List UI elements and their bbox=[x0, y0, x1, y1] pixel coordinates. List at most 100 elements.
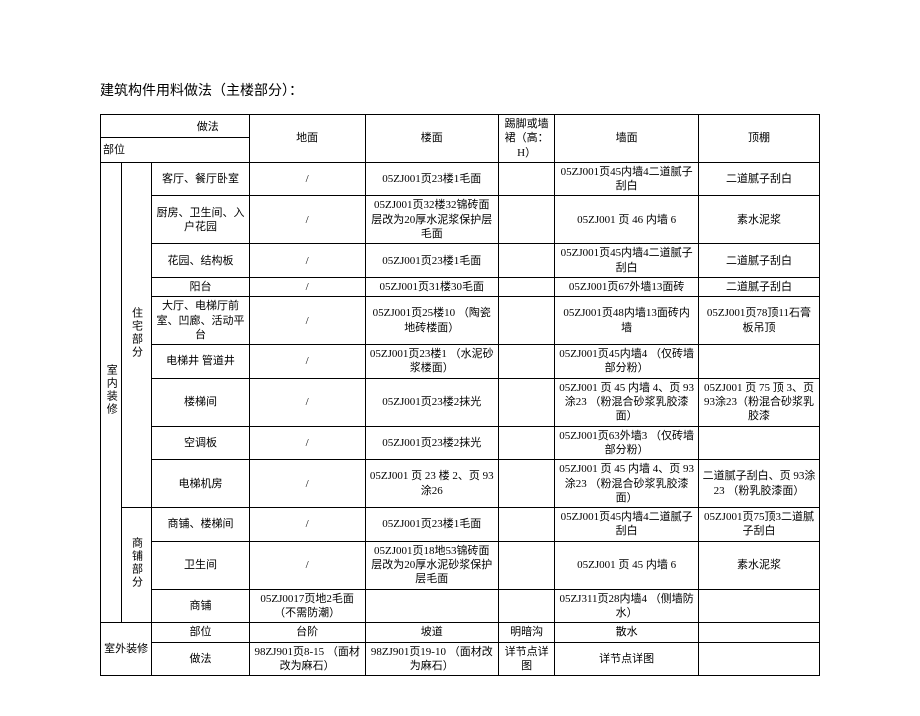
vlabel-indoor: 室内装修 bbox=[101, 162, 122, 622]
cell bbox=[498, 244, 554, 278]
cell: 05ZJ001 页 23 楼 2、页 93 涂26 bbox=[365, 460, 498, 508]
cell: 05ZJ001页45内墙4二道腻子刮白 bbox=[555, 508, 699, 542]
cell: / bbox=[249, 426, 365, 460]
cell: 详节点详图 bbox=[555, 642, 699, 676]
cell: 98ZJ901页19-10 （面材改为麻石） bbox=[365, 642, 498, 676]
cell bbox=[698, 345, 819, 379]
cell: 05ZJ001页78顶11石膏板吊顶 bbox=[698, 297, 819, 345]
vlabel-shop: 商铺部分 bbox=[121, 508, 152, 623]
cell: 05ZJ001页45内墙4二道腻子刮白 bbox=[555, 244, 699, 278]
cell: 明暗沟 bbox=[498, 623, 554, 642]
cell bbox=[498, 378, 554, 426]
cell: 05ZJ001 页 75 顶 3、页93涂23（粉混合砂浆乳胶漆 bbox=[698, 378, 819, 426]
cell: 98ZJ901页8-15 （面材改为麻石） bbox=[249, 642, 365, 676]
table-row: 卫生间 / 05ZJ001页18地53锦砖面层改为20厚水泥砂浆保护层毛面 05… bbox=[101, 541, 820, 589]
cell: 台阶 bbox=[249, 623, 365, 642]
cell: 05ZJ001 页 45 内墙 4、页 93涂23 （粉混合砂浆乳胶漆面） bbox=[555, 460, 699, 508]
cell bbox=[498, 460, 554, 508]
cell: 空调板 bbox=[152, 426, 249, 460]
cell: 二道腻子刮白 bbox=[698, 162, 819, 196]
table-row: 电梯井 管道井 / 05ZJ001页23楼1 （水泥砂浆楼面） 05ZJ001页… bbox=[101, 345, 820, 379]
col-tijiao: 踢脚或墙裙（高：H） bbox=[498, 115, 554, 163]
cell bbox=[365, 589, 498, 623]
col-qiangmian: 墙面 bbox=[555, 115, 699, 163]
table-row: 大厅、电梯厅前室、凹廊、活动平台 / 05ZJ001页25楼10 （陶瓷地砖楼面… bbox=[101, 297, 820, 345]
cell: 散水 bbox=[555, 623, 699, 642]
table-row: 阳台 / 05ZJ001页31楼30毛面 05ZJ001页67外墙13面砖 二道… bbox=[101, 277, 820, 296]
cell: 05ZJ001页45内墙4 （仅砖墙部分粉） bbox=[555, 345, 699, 379]
cell: 厨房、卫生间、入户花园 bbox=[152, 196, 249, 244]
header-corner-bottom: 部位 bbox=[101, 137, 250, 162]
cell: 05ZJ001页31楼30毛面 bbox=[365, 277, 498, 296]
cell: 详节点详图 bbox=[498, 642, 554, 676]
cell bbox=[498, 162, 554, 196]
cell bbox=[498, 277, 554, 296]
col-loumian: 楼面 bbox=[365, 115, 498, 163]
cell: / bbox=[249, 541, 365, 589]
cell: 客厅、餐厅卧室 bbox=[152, 162, 249, 196]
cell bbox=[498, 426, 554, 460]
cell: / bbox=[249, 244, 365, 278]
cell: 05ZJ001页63外墙3 （仅砖墙部分粉） bbox=[555, 426, 699, 460]
cell: 商铺、楼梯间 bbox=[152, 508, 249, 542]
table-row: 室内装修 住宅部分 客厅、餐厅卧室 / 05ZJ001页23楼1毛面 05ZJ0… bbox=[101, 162, 820, 196]
header-corner-top: 做法 bbox=[101, 115, 250, 138]
table-row: 空调板 / 05ZJ001页23楼2抹光 05ZJ001页63外墙3 （仅砖墙部… bbox=[101, 426, 820, 460]
cell: / bbox=[249, 508, 365, 542]
cell: 05ZJ001页23楼1毛面 bbox=[365, 508, 498, 542]
cell: 二道腻子刮白 bbox=[698, 277, 819, 296]
cell: 二道腻子刮白、页 93涂23 （粉乳胶漆面） bbox=[698, 460, 819, 508]
cell bbox=[498, 589, 554, 623]
cell: 05ZJ001页67外墙13面砖 bbox=[555, 277, 699, 296]
cell: 05ZJ001 页 46 内墙 6 bbox=[555, 196, 699, 244]
table-row: 楼梯间 / 05ZJ001页23楼2抹光 05ZJ001 页 45 内墙 4、页… bbox=[101, 378, 820, 426]
cell: / bbox=[249, 345, 365, 379]
cell: / bbox=[249, 277, 365, 296]
cell bbox=[498, 508, 554, 542]
cell: 05ZJ001页75顶3二道腻子刮白 bbox=[698, 508, 819, 542]
cell: 05ZJ001页23楼2抹光 bbox=[365, 426, 498, 460]
cell: 坡道 bbox=[365, 623, 498, 642]
col-dingpeng: 顶棚 bbox=[698, 115, 819, 163]
page-title: 建筑构件用料做法（主楼部分）： bbox=[100, 80, 820, 100]
table-row: 室外装修 部位 台阶 坡道 明暗沟 散水 bbox=[101, 623, 820, 642]
table-row: 电梯机房 / 05ZJ001 页 23 楼 2、页 93 涂26 05ZJ001… bbox=[101, 460, 820, 508]
cell: 部位 bbox=[152, 623, 249, 642]
cell: 05ZJ0017页地2毛面（不需防潮） bbox=[249, 589, 365, 623]
cell: 05ZJ001 页 45 内墙 6 bbox=[555, 541, 699, 589]
col-dimian: 地面 bbox=[249, 115, 365, 163]
cell: 05ZJ311页28内墙4 （侧墙防水） bbox=[555, 589, 699, 623]
cell bbox=[498, 196, 554, 244]
cell: 阳台 bbox=[152, 277, 249, 296]
header-row: 做法 地面 楼面 踢脚或墙裙（高：H） 墙面 顶棚 bbox=[101, 115, 820, 138]
table-row: 厨房、卫生间、入户花园 / 05ZJ001页32楼32锦砖面层改为20厚水泥浆保… bbox=[101, 196, 820, 244]
cell: 05ZJ001页23楼1 （水泥砂浆楼面） bbox=[365, 345, 498, 379]
cell: / bbox=[249, 460, 365, 508]
cell: 05ZJ001页23楼1毛面 bbox=[365, 162, 498, 196]
cell bbox=[698, 426, 819, 460]
cell: / bbox=[249, 162, 365, 196]
cell: 花园、结构板 bbox=[152, 244, 249, 278]
vlabel-outdoor: 室外装修 bbox=[101, 623, 152, 676]
cell: 素水泥浆 bbox=[698, 541, 819, 589]
table-row: 商铺 05ZJ0017页地2毛面（不需防潮） 05ZJ311页28内墙4 （侧墙… bbox=[101, 589, 820, 623]
cell bbox=[498, 297, 554, 345]
cell: 商铺 bbox=[152, 589, 249, 623]
cell: 二道腻子刮白 bbox=[698, 244, 819, 278]
table-row: 做法 98ZJ901页8-15 （面材改为麻石） 98ZJ901页19-10 （… bbox=[101, 642, 820, 676]
cell: 素水泥浆 bbox=[698, 196, 819, 244]
cell: 大厅、电梯厅前室、凹廊、活动平台 bbox=[152, 297, 249, 345]
cell: 电梯机房 bbox=[152, 460, 249, 508]
cell: 楼梯间 bbox=[152, 378, 249, 426]
cell: 05ZJ001 页 45 内墙 4、页 93涂23 （粉混合砂浆乳胶漆面） bbox=[555, 378, 699, 426]
cell: 05ZJ001页18地53锦砖面层改为20厚水泥砂浆保护层毛面 bbox=[365, 541, 498, 589]
cell bbox=[698, 642, 819, 676]
cell: 05ZJ001页25楼10 （陶瓷地砖楼面） bbox=[365, 297, 498, 345]
cell: 05ZJ001页45内墙4二道腻子刮白 bbox=[555, 162, 699, 196]
cell: 做法 bbox=[152, 642, 249, 676]
cell: 05ZJ001页32楼32锦砖面层改为20厚水泥浆保护层毛面 bbox=[365, 196, 498, 244]
cell bbox=[698, 589, 819, 623]
cell: / bbox=[249, 196, 365, 244]
cell: / bbox=[249, 378, 365, 426]
cell bbox=[498, 541, 554, 589]
